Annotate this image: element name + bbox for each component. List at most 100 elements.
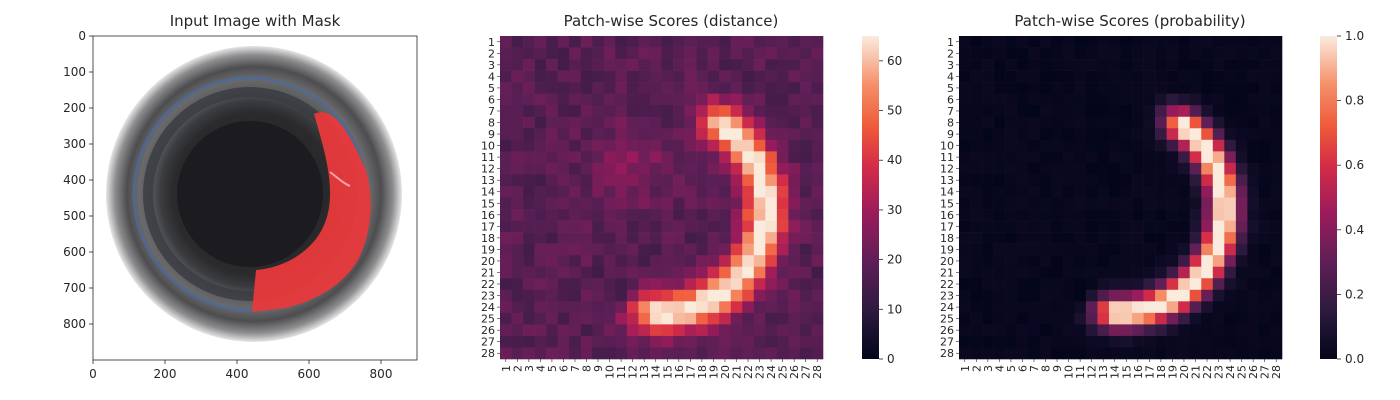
heatmap-cell <box>959 162 971 175</box>
heatmap-cell <box>742 278 755 291</box>
y-tick-label: 200 <box>63 101 86 115</box>
row-tick-label: 10 <box>481 140 495 153</box>
heatmap-cell <box>649 139 662 152</box>
heatmap-cell <box>638 36 651 48</box>
heatmap-cell <box>1132 209 1144 221</box>
heatmap-cell <box>959 174 971 187</box>
heatmap-cell <box>730 197 743 210</box>
heatmap-cell <box>661 209 674 221</box>
heatmap-cell <box>1085 209 1098 221</box>
heatmap-cell <box>626 324 639 337</box>
heatmap-cell <box>684 278 697 291</box>
heatmap-cell <box>1235 70 1248 83</box>
row-tick-label: 20 <box>481 255 495 268</box>
heatmap-cell <box>1108 70 1121 83</box>
heatmap-cell <box>661 197 674 210</box>
heatmap-cell <box>603 289 616 302</box>
heatmap-cell <box>1166 185 1179 198</box>
heatmap-cell <box>811 36 824 48</box>
x-tick-label: 400 <box>226 367 249 381</box>
heatmap-cell <box>673 116 685 129</box>
heatmap-cell <box>534 128 547 141</box>
heatmap-cell <box>1166 266 1179 279</box>
heatmap-cell <box>1074 255 1087 268</box>
heatmap-cell <box>1016 255 1029 268</box>
heatmap-cell <box>707 151 720 164</box>
heatmap-cell <box>534 139 547 152</box>
heatmap-cell <box>1062 232 1075 244</box>
heatmap-cell <box>1028 243 1041 256</box>
heatmap-cell <box>1258 243 1271 256</box>
heatmap-cell <box>742 312 755 325</box>
heatmap-cell <box>707 93 720 106</box>
row-tick-label: 2 <box>488 47 495 60</box>
heatmap-cell <box>776 93 789 106</box>
heatmap-cell <box>696 301 708 314</box>
heatmap-cell <box>959 347 971 360</box>
row-tick-label: 6 <box>488 93 495 106</box>
heatmap-cell <box>1097 93 1110 106</box>
heatmap-cell <box>1212 162 1225 175</box>
heatmap-cell <box>959 139 971 152</box>
heatmap-cell <box>592 82 605 94</box>
heatmap-cell <box>1143 59 1156 71</box>
heatmap-cell <box>592 266 605 279</box>
heatmap-cell <box>557 70 570 83</box>
heatmap-cell <box>592 36 605 48</box>
heatmap-cell <box>1270 347 1283 360</box>
heatmap-cell <box>1062 335 1075 348</box>
heatmap-cell <box>1143 324 1156 337</box>
col-tick-label: 9 <box>592 365 605 372</box>
heatmap-cell <box>603 301 616 314</box>
colorbar-tick-label: 1.0 <box>1345 29 1364 43</box>
heatmap-cell <box>1247 174 1260 187</box>
heatmap-cell <box>1258 128 1271 141</box>
heatmap-cell <box>707 278 720 291</box>
heatmap-cell <box>1235 335 1248 348</box>
heatmap-cell <box>799 232 812 244</box>
x-axis: 0 200 400 600 800 <box>89 360 392 381</box>
heatmap-cell <box>776 255 789 268</box>
heatmap-cell <box>707 324 720 337</box>
heatmap-cell <box>1201 162 1214 175</box>
heatmap-cell <box>615 324 628 337</box>
heatmap-cell <box>765 82 778 94</box>
heatmap-cell <box>626 162 639 175</box>
heatmap-cell <box>1132 105 1144 118</box>
heatmap-cell <box>661 255 674 268</box>
heatmap-cell <box>557 197 570 210</box>
heatmap-cell <box>1074 324 1087 337</box>
heatmap-cell <box>661 324 674 337</box>
heatmap-cell <box>1178 59 1191 71</box>
heatmap-cell <box>719 347 732 360</box>
heatmap-cell <box>707 209 720 221</box>
heatmap-cell <box>615 93 628 106</box>
heatmap-cell <box>615 232 628 244</box>
heatmap-cell <box>557 209 570 221</box>
heatmap-cell <box>776 209 789 221</box>
heatmap-cell <box>1235 255 1248 268</box>
heatmap-cell <box>1166 82 1179 94</box>
heatmap-cell <box>1212 232 1225 244</box>
heatmap-cell <box>523 255 535 268</box>
heatmap-cell <box>1143 232 1156 244</box>
heatmap-cell <box>1189 197 1202 210</box>
heatmap-cell <box>1132 324 1144 337</box>
heatmap-cell <box>684 151 697 164</box>
heatmap-cell <box>569 185 582 198</box>
heatmap-cell <box>1258 266 1271 279</box>
heatmap-cell <box>1270 312 1283 325</box>
heatmap-cell <box>1074 174 1087 187</box>
heatmap-cell <box>661 185 674 198</box>
heatmap-cell <box>1039 93 1052 106</box>
heatmap-cell <box>511 243 524 256</box>
heatmap-cell <box>1120 105 1133 118</box>
heatmap-cell <box>970 174 983 187</box>
heatmap-cell <box>592 70 605 83</box>
heatmap-cell <box>569 335 582 348</box>
heatmap-cell <box>603 116 616 129</box>
heatmap-cell <box>1224 82 1237 94</box>
heatmap-cell <box>696 93 708 106</box>
heatmap-cell <box>546 347 558 360</box>
heatmap-cell <box>776 243 789 256</box>
